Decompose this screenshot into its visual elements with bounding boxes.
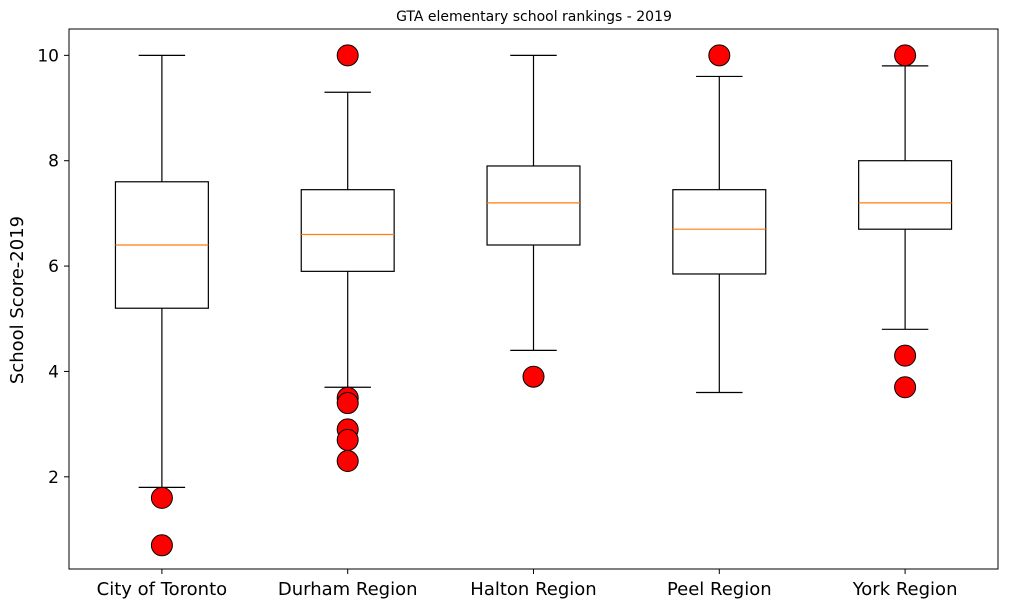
chart-title: GTA elementary school rankings - 2019 bbox=[396, 9, 672, 25]
x-tick-label: Durham Region bbox=[278, 579, 418, 600]
outlier-point bbox=[894, 44, 917, 67]
outlier-point bbox=[336, 450, 359, 472]
iqr-box bbox=[858, 160, 953, 230]
y-tick-label: 4 bbox=[48, 362, 59, 382]
y-tick-label: 2 bbox=[48, 468, 59, 488]
iqr-box bbox=[486, 165, 581, 246]
y-tick-label: 8 bbox=[48, 152, 59, 172]
outlier-point bbox=[336, 392, 359, 415]
x-tick-label: City of Toronto bbox=[97, 579, 228, 600]
outlier-point bbox=[336, 428, 359, 451]
y-tick-label: 6 bbox=[48, 257, 59, 277]
y-tick-label: 10 bbox=[37, 46, 59, 66]
plot-area: 2 4 6 8 10 City of Toronto Durham Region Halton… bbox=[37, 28, 999, 600]
x-tick-label: York Region bbox=[852, 579, 958, 600]
iqr-box bbox=[300, 189, 395, 272]
outlier-point bbox=[894, 344, 917, 367]
outlier-point bbox=[708, 44, 731, 67]
x-tick-label: Halton Region bbox=[470, 579, 596, 600]
y-axis-label: School Score-2019 bbox=[7, 216, 28, 384]
outlier-point bbox=[894, 376, 917, 399]
outlier-point bbox=[336, 44, 359, 67]
outlier-point bbox=[150, 486, 173, 509]
outlier-point bbox=[522, 365, 545, 388]
outlier-point bbox=[150, 534, 173, 557]
iqr-box bbox=[672, 189, 767, 275]
x-tick-label: Peel Region bbox=[667, 579, 772, 600]
